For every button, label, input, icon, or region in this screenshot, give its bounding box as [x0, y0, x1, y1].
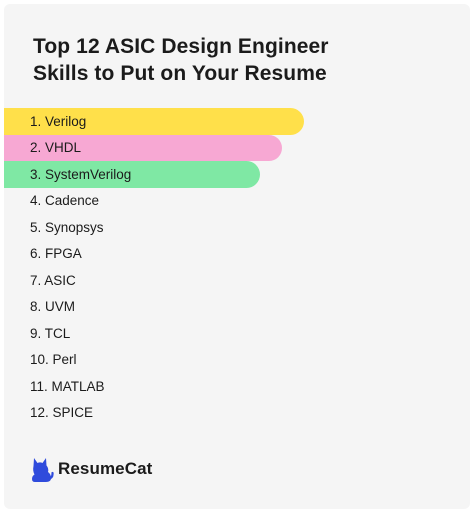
- skill-label: 12. SPICE: [30, 405, 94, 421]
- highlight-bar: [4, 161, 260, 188]
- list-item: 6. FPGA: [4, 241, 470, 268]
- list-item: 3. SystemVerilog: [4, 161, 470, 188]
- list-item: 7. ASIC: [4, 267, 470, 294]
- brand-name: ResumeCat: [58, 459, 153, 478]
- skills-list: 1. Verilog 2. VHDL 3. SystemVerilog 4. C…: [4, 108, 470, 426]
- skill-label: 3. SystemVerilog: [30, 166, 132, 182]
- list-item: 9. TCL: [4, 320, 470, 347]
- list-item: 11. MATLAB: [4, 373, 470, 400]
- highlight-bar: [4, 108, 304, 135]
- skill-label: 4. Cadence: [30, 193, 100, 209]
- infographic-card: Top 12 ASIC Design Engineer Skills to Pu…: [4, 4, 470, 509]
- resumecat-logo[interactable]: ResumeCat: [30, 455, 152, 483]
- list-item: 12. SPICE: [4, 400, 470, 427]
- skill-label: 6. FPGA: [30, 246, 82, 262]
- skill-label: 7. ASIC: [30, 272, 76, 288]
- skill-label: 5. Synopsys: [30, 219, 104, 235]
- page-title: Top 12 ASIC Design Engineer Skills to Pu…: [33, 33, 329, 87]
- list-item: 10. Perl: [4, 347, 470, 374]
- title-line-1: Top 12 ASIC Design Engineer: [33, 35, 329, 58]
- skill-label: 8. UVM: [30, 299, 76, 315]
- skill-label: 1. Verilog: [30, 113, 87, 129]
- list-item: 5. Synopsys: [4, 214, 470, 241]
- list-item: 4. Cadence: [4, 188, 470, 215]
- skill-label: 2. VHDL: [30, 140, 82, 156]
- list-item: 2. VHDL: [4, 134, 470, 161]
- list-item: 1. Verilog: [4, 108, 470, 135]
- list-item: 8. UVM: [4, 294, 470, 321]
- skill-label: 9. TCL: [30, 325, 71, 341]
- cat-logo-icon: [32, 458, 54, 482]
- skill-label: 11. MATLAB: [30, 378, 105, 394]
- skill-label: 10. Perl: [30, 352, 77, 368]
- highlight-bar: [4, 134, 282, 161]
- title-line-2: Skills to Put on Your Resume: [33, 62, 327, 85]
